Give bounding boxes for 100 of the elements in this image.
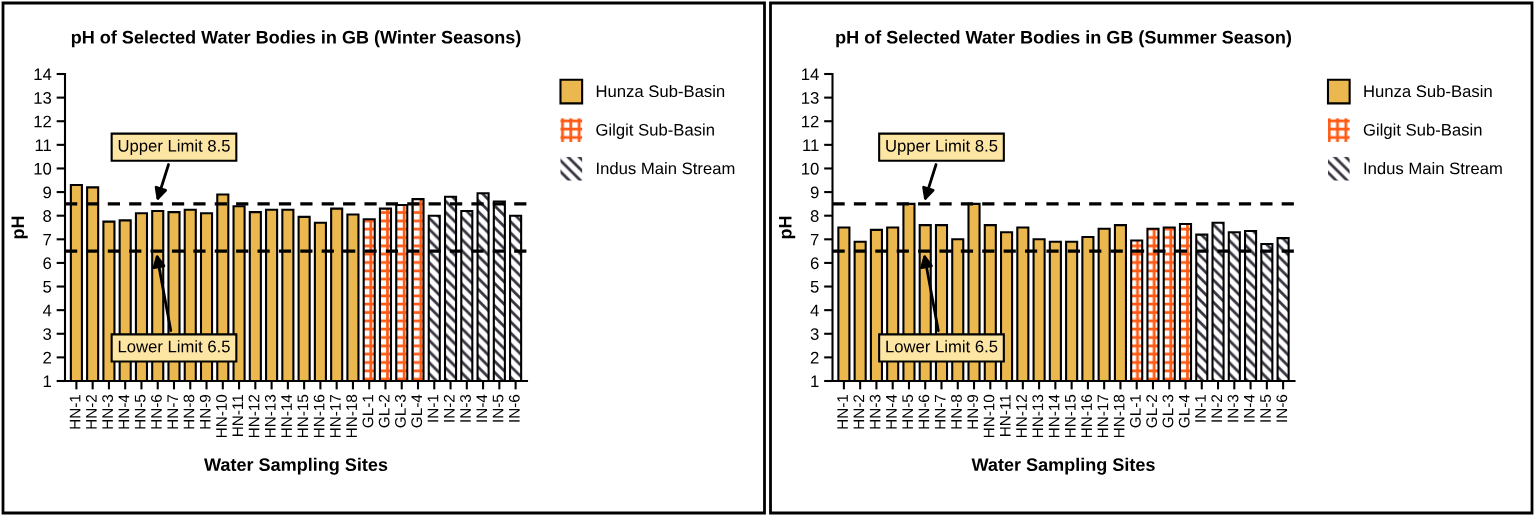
x-tick-label: HN-9 [967,394,979,429]
legend-label: Gilgit Sub-Basin [1363,123,1482,139]
legend-label: Indus Main Stream [597,162,735,175]
x-tick-label: HN-3 [869,394,881,429]
x-tick-label: HN-12 [248,394,260,438]
x-tick-label: IN-2 [443,394,455,422]
y-tick-label: 11 [803,139,819,151]
y-tick-label: 6 [810,257,819,270]
ref-line-label: Upper Limit 8.5 [118,139,230,155]
ref-line-label: Lower Limit 6.5 [118,340,230,353]
x-tick-label: GL-4 [411,394,423,428]
x-tick-label: HN-9 [199,394,211,429]
y-tick-label: 13 [34,92,52,104]
y-tick-label: 1 [43,375,51,388]
x-tick-label: HN-16 [1081,394,1092,438]
y-axis-title: pH [11,216,28,239]
x-tick-label: HN-7 [934,394,946,429]
y-tick-label: 7 [810,233,819,246]
x-tick-label: HN-10 [983,394,995,438]
y-tick-label: 9 [43,186,52,199]
x-tick-label: HN-17 [330,394,341,438]
x-tick-label: HN-2 [85,394,97,429]
x-tick-label: HN-11 [232,394,244,436]
x-tick-label: HN-18 [346,394,358,438]
x-tick-label: GL-2 [378,394,390,428]
y-tick-label: 9 [810,186,819,199]
x-tick-label: HN-12 [1016,394,1027,438]
x-tick-label: IN-4 [1244,394,1255,422]
x-tick-label: HN-6 [151,394,162,429]
x-tick-label: IN-1 [427,394,439,422]
x-tick-label: HN-8 [951,394,962,429]
y-tick-label: 3 [43,328,52,340]
x-tick-label: HN-11 [1000,394,1011,436]
legend-label: Hunza Sub-Basin [1364,84,1492,98]
x-tick-label: IN-3 [1227,394,1239,422]
x-tick-label: HN-16 [313,394,325,438]
x-tick-label: GL-1 [362,394,374,428]
y-tick-label: 5 [810,281,819,293]
legend-label: Indus Main Stream [1364,162,1502,175]
y-tick-label: 4 [810,304,819,317]
x-tick-label: HN-2 [853,394,865,429]
x-tick-label: HN-14 [281,394,292,438]
y-axis-title: pH [779,216,796,239]
legend-label: Hunza Sub-Basin [596,84,725,98]
x-tick-label: IN-5 [1260,394,1271,422]
x-tick-label: IN-1 [1195,394,1206,422]
y-tick-label: 14 [34,68,52,81]
y-tick-label: 13 [802,92,819,104]
ref-line-label: Upper Limit 8.5 [886,139,998,155]
x-tick-label: GL-2 [1146,394,1158,428]
y-tick-label: 2 [810,351,819,364]
x-axis-title: Water Sampling Sites [204,457,388,475]
x-tick-label: HN-13 [264,394,276,438]
y-tick-label: 8 [43,210,52,222]
x-tick-label: GL-3 [1162,394,1174,428]
y-tick-label: 11 [35,139,51,151]
x-tick-label: GL-3 [395,394,406,428]
x-tick-label: HN-13 [1032,394,1044,438]
x-tick-label: HN-15 [1065,394,1076,438]
y-tick-label: 10 [802,162,819,175]
x-tick-label: HN-4 [118,394,130,429]
x-tick-label: HN-5 [134,394,146,429]
legend-label: Gilgit Sub-Basin [596,123,714,139]
y-tick-label: 12 [34,115,51,128]
x-tick-label: HN-14 [1048,394,1060,438]
x-tick-label: HN-4 [886,394,897,429]
x-tick-label: HN-17 [1097,394,1109,438]
y-tick-label: 10 [34,162,52,175]
x-tick-label: HN-1 [837,394,848,429]
y-tick-label: 1 [811,375,819,388]
x-tick-label: HN-15 [297,394,309,438]
x-tick-label: IN-6 [508,394,520,422]
x-tick-label: HN-8 [183,394,195,429]
y-tick-label: 4 [42,304,52,317]
y-tick-label: 5 [43,281,52,293]
x-axis-title: Water Sampling Sites [971,457,1155,475]
y-tick-label: 12 [802,115,819,128]
y-tick-label: 2 [43,351,51,364]
x-tick-label: IN-5 [492,394,504,422]
chart-title: pH of Selected Water Bodies in GB (Winter Seasons) [71,30,521,48]
y-tick-label: 8 [810,210,819,222]
x-tick-label: HN-10 [216,394,227,438]
x-tick-label: HN-3 [102,394,114,429]
x-tick-label: HN-1 [69,394,81,429]
x-tick-label: IN-6 [1276,394,1288,422]
y-tick-label: 14 [802,68,819,81]
y-tick-label: 6 [43,257,52,270]
chart-title: pH of Selected Water Bodies in GB (Summer Season) [836,30,1292,48]
y-tick-label: 7 [43,233,51,246]
x-tick-label: GL-4 [1178,394,1190,428]
x-tick-label: IN-3 [460,394,471,422]
x-tick-label: HN-5 [902,394,914,429]
x-tick-label: GL-1 [1129,394,1141,428]
x-tick-label: HN-18 [1113,394,1125,438]
x-tick-label: HN-6 [918,394,930,429]
y-tick-label: 3 [810,328,819,340]
x-tick-label: HN-7 [167,394,178,429]
ref-line-label: Lower Limit 6.5 [886,340,998,353]
x-tick-label: IN-4 [476,394,488,422]
x-tick-label: IN-2 [1211,394,1222,422]
